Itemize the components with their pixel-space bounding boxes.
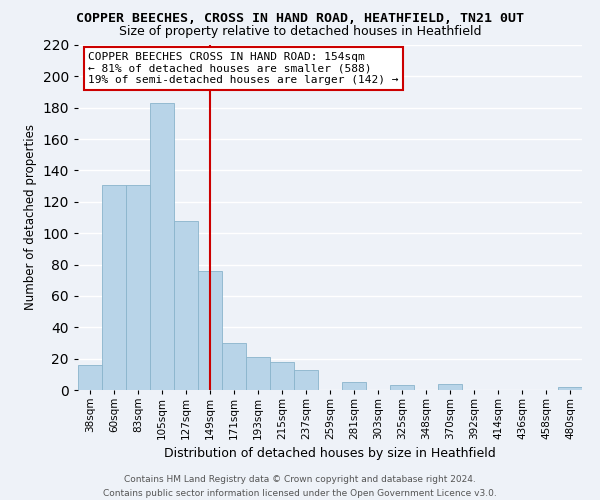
Bar bbox=[126, 184, 150, 390]
Y-axis label: Number of detached properties: Number of detached properties bbox=[24, 124, 37, 310]
Text: COPPER BEECHES CROSS IN HAND ROAD: 154sqm
← 81% of detached houses are smaller (: COPPER BEECHES CROSS IN HAND ROAD: 154sq… bbox=[88, 52, 398, 85]
Bar bbox=[222, 343, 246, 390]
Text: Contains HM Land Registry data © Crown copyright and database right 2024.
Contai: Contains HM Land Registry data © Crown c… bbox=[103, 476, 497, 498]
Bar bbox=[438, 384, 462, 390]
Bar bbox=[558, 387, 582, 390]
X-axis label: Distribution of detached houses by size in Heathfield: Distribution of detached houses by size … bbox=[164, 448, 496, 460]
Bar bbox=[150, 103, 174, 390]
Text: Size of property relative to detached houses in Heathfield: Size of property relative to detached ho… bbox=[119, 25, 481, 38]
Bar bbox=[102, 184, 126, 390]
Bar bbox=[294, 370, 318, 390]
Bar bbox=[246, 357, 270, 390]
Bar bbox=[198, 271, 222, 390]
Bar bbox=[342, 382, 366, 390]
Bar bbox=[78, 365, 102, 390]
Bar bbox=[174, 220, 198, 390]
Bar bbox=[390, 386, 414, 390]
Text: COPPER BEECHES, CROSS IN HAND ROAD, HEATHFIELD, TN21 0UT: COPPER BEECHES, CROSS IN HAND ROAD, HEAT… bbox=[76, 12, 524, 26]
Bar bbox=[270, 362, 294, 390]
